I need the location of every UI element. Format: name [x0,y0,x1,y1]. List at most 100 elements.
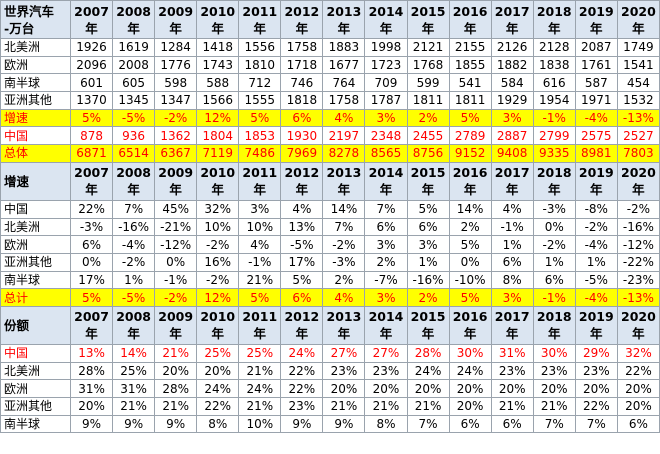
row-label: 欧洲 [0,379,71,398]
cell: 8756 [406,144,450,163]
data-row: 亚洲其他 1370 1345 1347 1566 1555 1818 1758 1787 1811… [0,91,660,110]
cell: 1% [532,252,576,272]
cell: 7% [364,199,408,219]
cell: -13% [616,288,660,307]
cell: 1718 [280,55,324,75]
data-row: 北美洲 1926 1619 1284 1418 1556 1758 1883 1998 2121 2… [0,38,660,57]
data-table: 世界汽车 -万台 2007 年 2008 年 2009 年 2010 年 2011 年 2012 年 201… [0,0,660,434]
cell: -2% [196,235,240,254]
cell: 1787 [364,91,408,110]
cell: 1811 [406,91,450,110]
year-unit: 年 [632,20,645,36]
cell: 9408 [490,144,534,163]
cell: 28% [69,361,114,381]
year: 2017 [494,309,530,325]
cell: -16% [112,217,156,237]
year-unit: 年 [337,182,351,198]
year-unit: 年 [505,20,519,36]
data-row: 北美洲 -3% -16% -21% 10% 10% 13% 7% 6% 6% 2% -1% 0% -2% -… [0,217,660,237]
cell: 31% [490,343,534,363]
cell: 1555 [238,91,282,110]
cell: 45% [154,199,198,219]
year-header: 2019 年 [574,305,618,345]
cell: 21% [532,397,576,416]
cell: 20% [196,361,240,381]
cell: -4% [574,235,618,254]
cell: 1% [574,252,618,272]
cell: -12% [154,235,198,254]
year-header: 2010 年 [196,305,240,345]
cell: 9% [280,414,324,434]
cell: 7803 [616,144,660,163]
cell: 22% [196,397,240,416]
cell: 20% [616,397,660,416]
cell: 20% [616,379,660,398]
year-unit: 年 [85,182,98,198]
header-label-line: 增速 [4,173,30,189]
year: 2014 [368,165,404,181]
cell: 6% [280,108,324,128]
cell: 6% [448,414,492,434]
cell: 1818 [280,91,324,110]
cell: 6514 [112,144,156,163]
year-header: 2014 年 [364,0,408,39]
cell: 21% [238,397,282,416]
cell: 7486 [238,144,282,163]
cell: 27% [322,343,366,363]
year-header: 2012 年 [280,0,324,39]
year: 2015 [410,3,446,19]
year-unit: 年 [590,182,603,198]
cell: 31% [69,379,114,398]
year-unit: 年 [295,326,309,342]
year-header: 2014 年 [364,305,408,345]
year: 2018 [536,165,572,181]
cell: 4% [490,199,534,219]
data-row: 增速 5% -5% -2% 12% 5% 6% 4% 3% 2% 5% 3% -1% -4% -13% [0,108,660,128]
cell: -2% [616,199,660,219]
row-label: 中国 [0,343,71,363]
cell: -7% [364,270,408,290]
cell: 8% [364,414,408,434]
year-unit: 年 [211,326,224,342]
cell: 21% [322,397,366,416]
data-row: 欧洲 6% -4% -12% -2% 4% -5% -2% 3% 3% 5% 1% -2% -4% -12% [0,235,660,254]
year-header: 2018 年 [532,0,576,39]
year-unit: 年 [505,182,519,198]
year-header: 2013 年 [322,305,366,345]
year-header: 2010 年 [196,0,240,39]
cell: -22% [616,252,660,272]
cell: 6871 [69,144,114,163]
cell: 2197 [322,126,366,146]
cell: -2% [196,270,240,290]
year-unit: 年 [463,326,477,342]
year-unit: 年 [253,182,267,198]
cell: 1362 [154,126,198,146]
cell: 21% [490,397,534,416]
data-row: 亚洲其他 0% -2% 0% 16% -1% 17% -3% 2% 1% 0% 6% 1% 1% -22% [0,252,660,272]
cell: 3% [490,108,534,128]
cell: 1930 [280,126,324,146]
year-header: 2009 年 [154,0,198,39]
year-unit: 年 [295,182,309,198]
cell: 8% [196,414,240,434]
year-header: 2016 年 [448,0,492,39]
year-unit: 年 [505,326,519,342]
cell: 2887 [490,126,534,146]
row-label: 北美洲 [0,361,71,381]
cell: 2008 [112,55,156,75]
cell: 3% [490,288,534,307]
cell: 9% [112,414,156,434]
year: 2008 [116,165,151,181]
year-header: 2019 年 [574,161,618,201]
cell: 5% [406,199,450,219]
year-unit: 年 [547,20,561,36]
year-unit: 年 [632,182,645,198]
cell: -2% [112,252,156,272]
year-header: 2009 年 [154,161,198,201]
cell: 1556 [238,38,282,57]
cell: 2% [322,270,366,290]
header-label-line: 世界汽车 [4,3,55,19]
year: 2016 [452,165,488,181]
year: 2010 [200,309,236,325]
year: 2020 [621,309,656,325]
